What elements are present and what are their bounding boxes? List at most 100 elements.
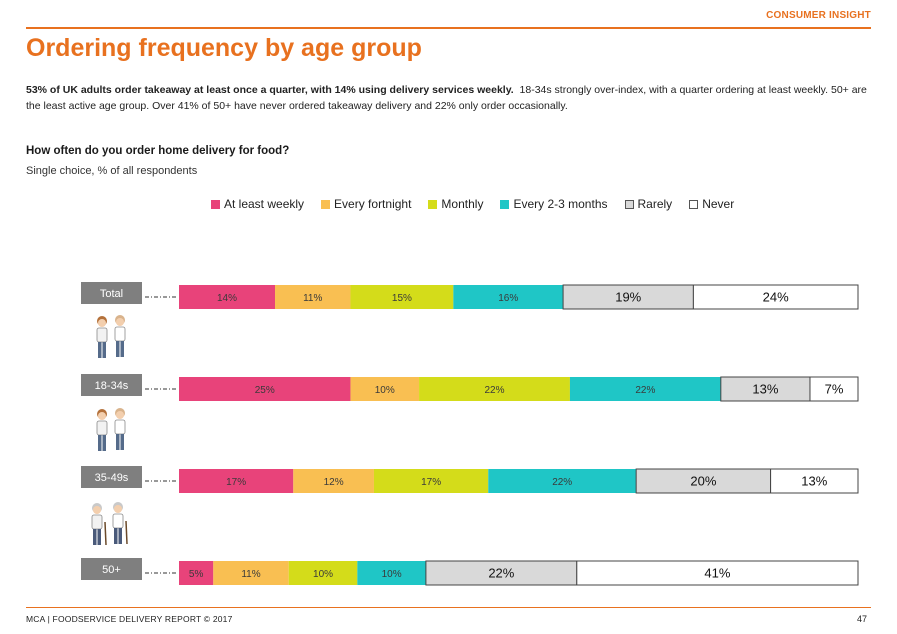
data-label-total-every-2-3-months: 16% (498, 293, 518, 304)
person-face-icon (98, 319, 106, 327)
bar-segment-18-34s-every-fortnight (350, 377, 420, 401)
data-label-18-34s-rarely: 13% (752, 382, 778, 397)
bar-segment-total-at-least-weekly (179, 285, 276, 309)
legend-item-at-least-weekly: At least weekly (211, 197, 304, 211)
data-label-35-49s-monthly: 17% (421, 477, 441, 488)
person-leg-icon (116, 341, 120, 357)
legend-swatch (321, 199, 331, 209)
intro-rest: 18-34s strongly over-index, with a quart… (26, 84, 867, 112)
legend-swatch (624, 199, 634, 209)
legend-swatch (428, 199, 438, 209)
category-label-35-49s: 35-49s (95, 472, 129, 484)
data-label-total-monthly: 15% (392, 293, 412, 304)
bar-segment-total-every-fortnight (275, 285, 351, 309)
person-torso-icon (96, 327, 108, 343)
person-face-icon (93, 506, 101, 514)
legend-item-every-fortnight: Every fortnight (321, 197, 411, 211)
legend-item-every-2-3-months: Every 2-3 months (500, 197, 608, 211)
data-label-total-at-least-weekly: 14% (217, 293, 237, 304)
data-label-total-every-fortnight: 11% (303, 293, 322, 304)
bar-segment-18-34s-monthly (419, 377, 570, 401)
bar-segment-50-monthly (288, 561, 358, 585)
bar-segment-35-49s-every-fortnight (293, 469, 374, 493)
person-torso-icon (114, 326, 126, 342)
person-leg-icon (114, 528, 118, 544)
intro-paragraph: 53% of UK adults order takeaway at least… (26, 82, 871, 114)
legend-item-never: Never (689, 197, 734, 211)
bar-segment-35-49s-monthly (373, 469, 489, 493)
legend-label: Monthly (441, 197, 484, 211)
data-label-35-49s-never: 13% (801, 474, 827, 489)
data-label-18-34s-every-2-3-months: 22% (635, 385, 655, 396)
bar-segment-35-49s-never (770, 468, 859, 494)
data-label-50-at-least-weekly: 5% (189, 569, 204, 580)
bar-segment-total-never (692, 284, 859, 310)
person-face-icon (98, 412, 106, 420)
person-leg-icon (102, 342, 106, 358)
category-label-18-34s: 18-34s (95, 380, 129, 392)
legend-item-rarely: Rarely (624, 197, 672, 211)
person-leg-icon (120, 434, 124, 450)
bar-segment-35-49s-at-least-weekly (179, 469, 294, 493)
legend-label: At least weekly (224, 197, 305, 211)
data-label-50-every-fortnight: 11% (241, 569, 260, 580)
person-torso-icon (114, 419, 126, 435)
top-divider (26, 27, 871, 29)
data-label-18-34s-every-fortnight: 10% (375, 385, 395, 396)
legend-swatch (689, 199, 699, 209)
person-face-icon (114, 505, 122, 513)
data-label-18-34s-monthly: 22% (484, 385, 504, 396)
bar-segment-50-every-2-3-months (357, 561, 426, 585)
person-leg-icon (118, 528, 122, 544)
category-label-50: 50+ (102, 564, 121, 576)
bar-segment-total-every-2-3-months (453, 285, 564, 309)
legend-swatch (211, 199, 220, 209)
bar-segment-total-rarely (562, 284, 694, 310)
survey-subtitle: Single choice, % of all respondents (26, 165, 198, 177)
person-face-icon (116, 411, 124, 419)
chart-legend: At least weekly Every fortnight Monthly Eve… (211, 197, 751, 211)
person-leg-icon (98, 342, 102, 358)
person-face-icon (116, 318, 124, 326)
survey-question: How often do you order home delivery for… (26, 145, 290, 157)
footer-divider (26, 607, 871, 608)
bar-segment-35-49s-rarely (635, 468, 772, 494)
walking-stick-icon (104, 521, 107, 546)
intro-bold: 53% of UK adults order takeaway at least… (26, 84, 514, 96)
bar-segment-50-never (576, 560, 859, 586)
bar-segment-35-49s-every-2-3-months (488, 469, 637, 493)
person-torso-icon (112, 513, 124, 529)
person-leg-icon (93, 529, 97, 545)
legend-label: Every 2-3 months (513, 197, 608, 211)
legend-swatch (500, 199, 510, 209)
bar-segment-50-at-least-weekly (179, 561, 214, 585)
data-label-total-never: 24% (763, 290, 789, 305)
category-box-18-34s (81, 374, 142, 396)
bar-segment-18-34s-every-2-3-months (569, 377, 721, 401)
person-leg-icon (116, 434, 120, 450)
data-label-50-rarely: 22% (488, 566, 514, 581)
person-leg-icon (98, 435, 102, 451)
data-label-50-never: 41% (704, 566, 730, 581)
person-torso-icon (91, 514, 103, 530)
page-number: 47 (856, 614, 867, 624)
footer-source: MCA | FOODSERVICE DELIVERY REPORT © 2017 (26, 614, 233, 624)
data-label-18-34s-never: 7% (825, 382, 844, 397)
bar-segment-18-34s-never (809, 376, 859, 402)
person-leg-icon (102, 435, 106, 451)
data-label-18-34s-at-least-weekly: 25% (255, 385, 275, 396)
data-label-35-49s-rarely: 20% (690, 474, 716, 489)
data-label-35-49s-every-2-3-months: 22% (552, 477, 572, 488)
data-label-total-rarely: 19% (615, 290, 641, 305)
legend-label: Every fortnight (334, 197, 412, 211)
bar-segment-50-rarely (425, 560, 578, 586)
walking-stick-icon (125, 520, 128, 545)
person-leg-icon (120, 341, 124, 357)
person-leg-icon (97, 529, 101, 545)
category-box-35-49s (81, 466, 142, 488)
category-label-total: Total (100, 288, 123, 300)
category-box-50 (81, 558, 142, 580)
bar-segment-18-34s-at-least-weekly (179, 377, 351, 401)
data-label-35-49s-every-fortnight: 12% (324, 477, 344, 488)
section-tag: CONSUMER INSIGHT (766, 10, 871, 21)
